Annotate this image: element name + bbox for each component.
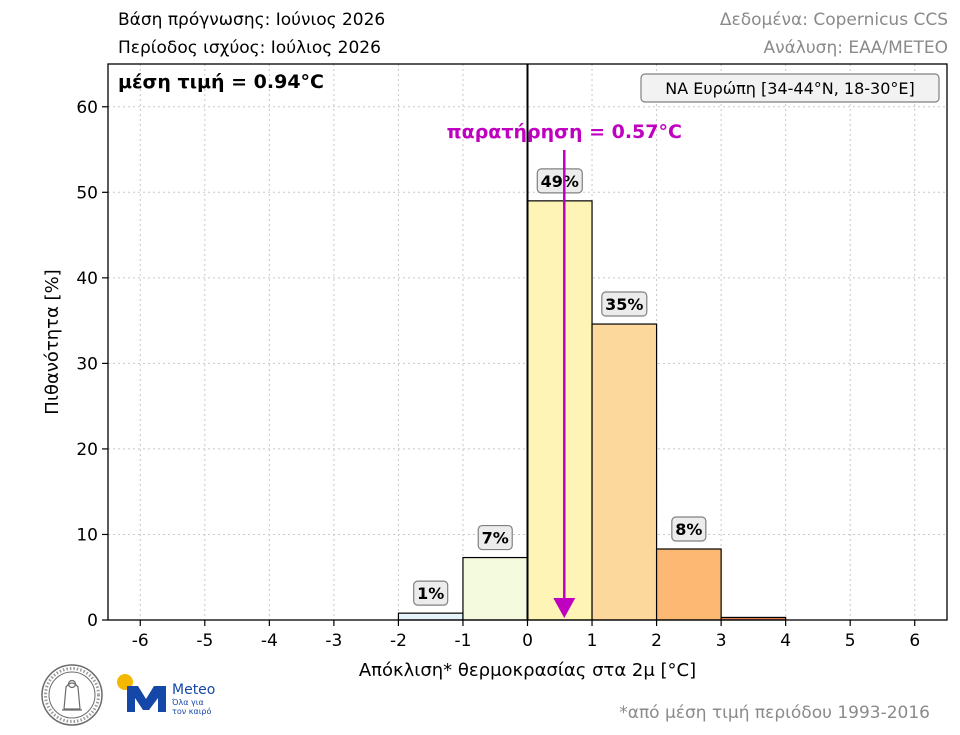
x-tick-label: 1 <box>587 631 598 651</box>
bar <box>397 612 464 621</box>
meteo-name: Meteo <box>172 682 215 698</box>
bar-label: 49% <box>541 172 579 191</box>
meteo-logo-icon: Meteo Όλα για τον καιρό <box>117 674 215 716</box>
x-tick-label: -5 <box>196 631 213 651</box>
bar <box>462 556 529 621</box>
region-box <box>640 73 940 103</box>
bar <box>591 323 658 621</box>
x-tick-label: 5 <box>845 631 856 651</box>
x-axis-label: Απόκλιση* θερμοκρασίας στα 2μ [°C] <box>359 660 696 681</box>
annotations: μέση τιμή = 0.94°C ΝΑ Ευρώπη [34-44°N, 1… <box>42 71 940 681</box>
observation-label: παρατήρηση = 0.57°C <box>447 121 682 143</box>
data-source: Δεδομένα: Copernicus CCS <box>719 10 948 30</box>
bar-label-box <box>536 168 583 194</box>
y-tick-label: 30 <box>76 354 98 374</box>
y-tick-label: 50 <box>76 183 98 203</box>
y-tick-label: 0 <box>87 611 98 631</box>
overlays: 1% 7% 49% 35% 8% <box>413 64 707 620</box>
bar-label-box <box>601 291 648 317</box>
meteo-tagline-1: Όλα για <box>171 697 204 707</box>
x-tick-label: 0 <box>522 631 533 651</box>
forecast-base: Βάση πρόγνωσης: Ιούνιος 2026 <box>118 10 386 30</box>
x-tick-label: -4 <box>261 631 278 651</box>
x-tick-label: 3 <box>716 631 727 651</box>
x-tick-label: 6 <box>909 631 920 651</box>
observation-arrow-head <box>553 598 576 618</box>
x-tick-label: 4 <box>780 631 791 651</box>
bar <box>655 548 722 621</box>
y-tick-label: 10 <box>76 525 98 545</box>
bar-label-box <box>413 580 449 606</box>
bar-label: 35% <box>605 295 643 314</box>
bar-label-box <box>671 516 707 542</box>
bar-label: 1% <box>417 584 444 603</box>
y-tick-label: 60 <box>76 98 98 118</box>
noa-seal-icon <box>41 664 103 726</box>
bar-label: 7% <box>482 529 509 548</box>
x-tick-label: 2 <box>651 631 662 651</box>
bar-label-box <box>477 524 513 551</box>
bar <box>526 200 593 621</box>
y-axis-label: Πιθανότητα [%] <box>42 269 63 414</box>
mean-label: μέση τιμή = 0.94°C <box>118 71 324 93</box>
meteo-tagline-2: τον καιρό <box>172 706 211 716</box>
analysis-credit: Ανάλυση: ΕΑΑ/ΜΕΤΕΟ <box>763 38 948 58</box>
bar-label: 8% <box>675 520 702 539</box>
x-tick-label: -3 <box>325 631 342 651</box>
y-tick-label: 40 <box>76 269 98 289</box>
region-label: ΝΑ Ευρώπη [34-44°N, 18-30°E] <box>665 79 915 98</box>
x-tick-label: -2 <box>390 631 407 651</box>
bars <box>397 200 787 621</box>
footnote: *από μέση τιμή περιόδου 1993-2016 <box>619 703 930 723</box>
x-tick-label: -6 <box>132 631 149 651</box>
y-tick-label: 20 <box>76 440 98 460</box>
valid-period: Περίοδος ισχύος: Ιούλιος 2026 <box>118 38 381 58</box>
x-tick-label: -1 <box>454 631 471 651</box>
